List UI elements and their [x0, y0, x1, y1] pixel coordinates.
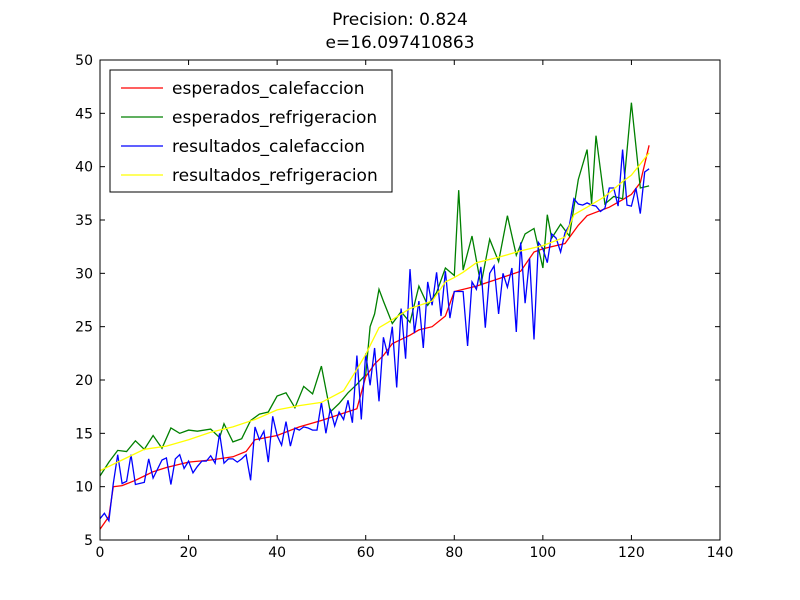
y-tick-label: 15 [75, 426, 93, 442]
y-tick-label: 35 [75, 213, 93, 229]
legend-label-resultados_calefaccion: resultados_calefaccion [172, 137, 365, 157]
series-line-esperados_calefaccion [99, 145, 650, 530]
plot-frame [99, 59, 721, 541]
x-tick-label: 120 [618, 545, 645, 561]
legend-label-esperados_calefaccion: esperados_calefaccion [172, 79, 364, 99]
chart-subtitle: e=16.097410863 [325, 33, 474, 53]
chart-title: Precision: 0.824 [332, 10, 468, 30]
y-tick-label: 25 [75, 320, 93, 336]
y-tick-label: 40 [75, 160, 93, 176]
series-layer [99, 102, 650, 530]
legend: esperados_calefaccion esperados_refrigera… [109, 69, 393, 193]
ticks-layer: 0 20 40 60 80 100 120 140 5 10 15 20 25 30 35 40 45 50 [75, 53, 733, 561]
x-tick-label: 40 [268, 545, 286, 561]
x-tick-label: 20 [180, 545, 198, 561]
x-tick-label: 100 [529, 545, 556, 561]
legend-label-esperados_refrigeracion: esperados_refrigeracion [172, 108, 377, 128]
y-tick-label: 45 [75, 106, 93, 122]
legend-box [109, 69, 393, 193]
series-line-resultados_refrigeracion [99, 152, 650, 472]
y-tick-label: 30 [75, 266, 93, 282]
x-tick-label: 80 [445, 545, 463, 561]
series-line-resultados_calefaccion [99, 149, 650, 523]
y-tick-label: 50 [75, 53, 93, 69]
x-tick-label: 0 [96, 545, 105, 561]
series-line-esperados_refrigeracion [99, 102, 650, 477]
legend-label-resultados_refrigeracion: resultados_refrigeracion [172, 166, 378, 186]
y-tick-label: 10 [75, 480, 93, 496]
x-tick-label: 140 [707, 545, 734, 561]
y-tick-label: 5 [84, 533, 93, 549]
x-tick-label: 60 [357, 545, 375, 561]
y-tick-label: 20 [75, 373, 93, 389]
